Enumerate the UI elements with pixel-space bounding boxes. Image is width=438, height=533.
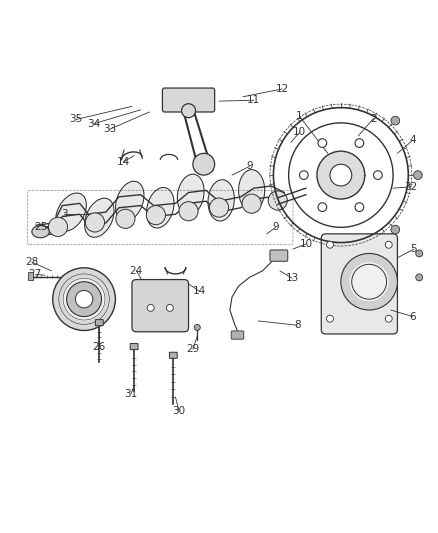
FancyBboxPatch shape bbox=[231, 331, 244, 339]
Text: 25: 25 bbox=[34, 222, 47, 232]
Circle shape bbox=[355, 139, 364, 148]
Circle shape bbox=[416, 274, 423, 281]
Circle shape bbox=[300, 171, 308, 180]
Text: 12: 12 bbox=[276, 84, 289, 94]
Text: 28: 28 bbox=[25, 257, 39, 267]
Text: 9: 9 bbox=[246, 161, 253, 172]
Text: 10: 10 bbox=[293, 127, 306, 138]
Text: 26: 26 bbox=[93, 342, 106, 352]
Text: 27: 27 bbox=[29, 269, 42, 279]
Circle shape bbox=[391, 116, 400, 125]
Text: 34: 34 bbox=[87, 119, 100, 129]
Text: 2: 2 bbox=[370, 114, 377, 124]
Text: 6: 6 bbox=[410, 312, 416, 321]
Circle shape bbox=[413, 171, 422, 180]
Circle shape bbox=[317, 151, 365, 199]
FancyBboxPatch shape bbox=[28, 272, 34, 280]
Text: 9: 9 bbox=[272, 222, 279, 232]
Circle shape bbox=[385, 315, 392, 322]
FancyBboxPatch shape bbox=[132, 279, 188, 332]
Circle shape bbox=[242, 194, 261, 213]
Text: 30: 30 bbox=[173, 406, 186, 416]
Circle shape bbox=[326, 315, 333, 322]
Text: 8: 8 bbox=[294, 320, 300, 330]
FancyBboxPatch shape bbox=[95, 320, 103, 326]
Circle shape bbox=[326, 241, 333, 248]
Ellipse shape bbox=[240, 171, 264, 210]
Circle shape bbox=[416, 250, 423, 257]
Circle shape bbox=[116, 209, 135, 228]
Circle shape bbox=[147, 304, 154, 311]
Text: 24: 24 bbox=[130, 266, 143, 276]
Circle shape bbox=[53, 268, 116, 330]
Circle shape bbox=[146, 206, 166, 225]
FancyBboxPatch shape bbox=[270, 250, 288, 261]
Ellipse shape bbox=[117, 182, 143, 220]
Circle shape bbox=[355, 203, 364, 212]
Text: 11: 11 bbox=[247, 95, 261, 105]
Circle shape bbox=[67, 282, 102, 317]
Text: 13: 13 bbox=[286, 273, 299, 283]
Circle shape bbox=[341, 254, 397, 310]
Circle shape bbox=[209, 198, 229, 217]
Text: 10: 10 bbox=[300, 239, 313, 249]
FancyBboxPatch shape bbox=[130, 344, 138, 350]
Circle shape bbox=[194, 325, 200, 330]
Circle shape bbox=[166, 304, 173, 311]
FancyBboxPatch shape bbox=[162, 88, 215, 112]
Circle shape bbox=[268, 191, 287, 210]
Text: 4: 4 bbox=[410, 135, 416, 146]
Circle shape bbox=[374, 171, 382, 180]
Circle shape bbox=[182, 104, 195, 118]
Circle shape bbox=[75, 290, 93, 308]
Circle shape bbox=[179, 201, 198, 221]
Ellipse shape bbox=[178, 175, 203, 214]
Circle shape bbox=[318, 203, 327, 212]
Text: 14: 14 bbox=[117, 157, 130, 167]
Circle shape bbox=[385, 241, 392, 248]
Ellipse shape bbox=[148, 189, 173, 227]
Text: 32: 32 bbox=[404, 182, 417, 192]
Circle shape bbox=[193, 154, 215, 175]
Ellipse shape bbox=[57, 194, 85, 230]
Text: 29: 29 bbox=[186, 344, 200, 354]
Circle shape bbox=[318, 139, 327, 148]
Text: 1: 1 bbox=[296, 111, 303, 122]
Circle shape bbox=[330, 164, 352, 186]
Circle shape bbox=[62, 277, 106, 321]
Circle shape bbox=[350, 262, 389, 301]
Text: 5: 5 bbox=[411, 244, 417, 254]
Text: 7: 7 bbox=[364, 290, 370, 300]
Text: 35: 35 bbox=[70, 115, 83, 124]
Text: 14: 14 bbox=[193, 286, 206, 296]
Text: 31: 31 bbox=[124, 389, 138, 399]
Ellipse shape bbox=[209, 181, 233, 220]
Ellipse shape bbox=[32, 225, 49, 238]
Ellipse shape bbox=[86, 199, 113, 236]
Circle shape bbox=[48, 217, 67, 237]
FancyBboxPatch shape bbox=[321, 234, 397, 334]
Text: 33: 33 bbox=[102, 124, 116, 134]
FancyBboxPatch shape bbox=[170, 352, 177, 358]
Circle shape bbox=[85, 213, 105, 232]
Text: 3: 3 bbox=[61, 209, 68, 219]
Circle shape bbox=[391, 225, 400, 234]
